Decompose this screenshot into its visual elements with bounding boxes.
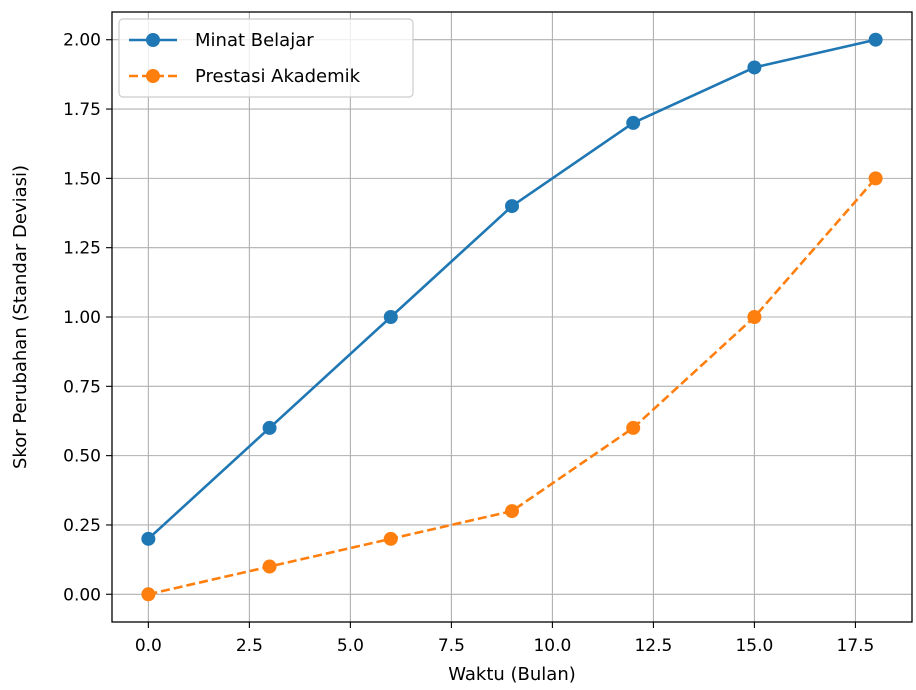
y-tick-label: 0.75	[63, 377, 101, 397]
x-tick-label: 12.5	[634, 636, 672, 656]
data-point	[141, 531, 156, 546]
legend-entry-minat-belajar: Minat Belajar	[129, 30, 314, 51]
y-tick-label: 2.00	[63, 31, 101, 51]
x-axis-title: Waktu (Bulan)	[448, 664, 576, 685]
grid	[112, 12, 912, 622]
x-tick-label: 0.0	[135, 636, 162, 656]
legend-swatch-marker	[146, 69, 160, 83]
series-prestasi-akademik	[141, 171, 883, 602]
data-point	[383, 310, 398, 324]
x-tick-label: 7.5	[438, 636, 465, 656]
y-tick-label: 0.25	[63, 516, 101, 536]
data-point	[262, 420, 277, 435]
y-tick-label: 1.00	[63, 308, 101, 328]
data-point	[626, 420, 641, 435]
y-tick-label: 1.25	[63, 239, 101, 259]
y-tick-label: 1.50	[63, 169, 101, 189]
data-point	[626, 115, 641, 130]
series-minat-belajar	[141, 32, 883, 546]
x-tick-label: 17.5	[837, 636, 875, 656]
axis-ticks: 0.0 2.5 5.0 7.5 10.0 12.5 15.0 17.5 0.00 0.25 0.50…	[63, 31, 874, 656]
series-line	[147, 38, 876, 540]
data-point	[141, 587, 156, 602]
y-tick-label: 0.00	[63, 585, 101, 605]
legend-label: Minat Belajar	[195, 30, 314, 51]
legend-swatch-marker	[146, 33, 160, 47]
y-axis-title: Skor Perubahan (Standar Deviasi)	[10, 165, 31, 469]
legend: Minat Belajar Prestasi Akademik	[118, 18, 414, 98]
legend-box	[118, 18, 414, 98]
y-tick-label: 1.75	[63, 100, 101, 120]
x-tick-label: 15.0	[735, 636, 773, 656]
data-point	[505, 504, 519, 519]
data-point	[383, 531, 398, 546]
data-point	[505, 199, 519, 214]
legend-entry-prestasi-akademik: Prestasi Akademik	[129, 66, 361, 87]
x-tick-label: 2.5	[236, 636, 263, 656]
y-tick-label: 0.50	[63, 447, 101, 467]
data-point	[747, 310, 762, 324]
legend-label: Prestasi Akademik	[195, 66, 361, 87]
x-tick-label: 5.0	[337, 636, 364, 656]
x-tick-label: 10.0	[533, 636, 571, 656]
data-point	[868, 171, 883, 186]
data-point	[262, 559, 277, 574]
series-layer	[141, 32, 883, 602]
data-point	[868, 32, 883, 47]
data-point	[747, 60, 762, 75]
